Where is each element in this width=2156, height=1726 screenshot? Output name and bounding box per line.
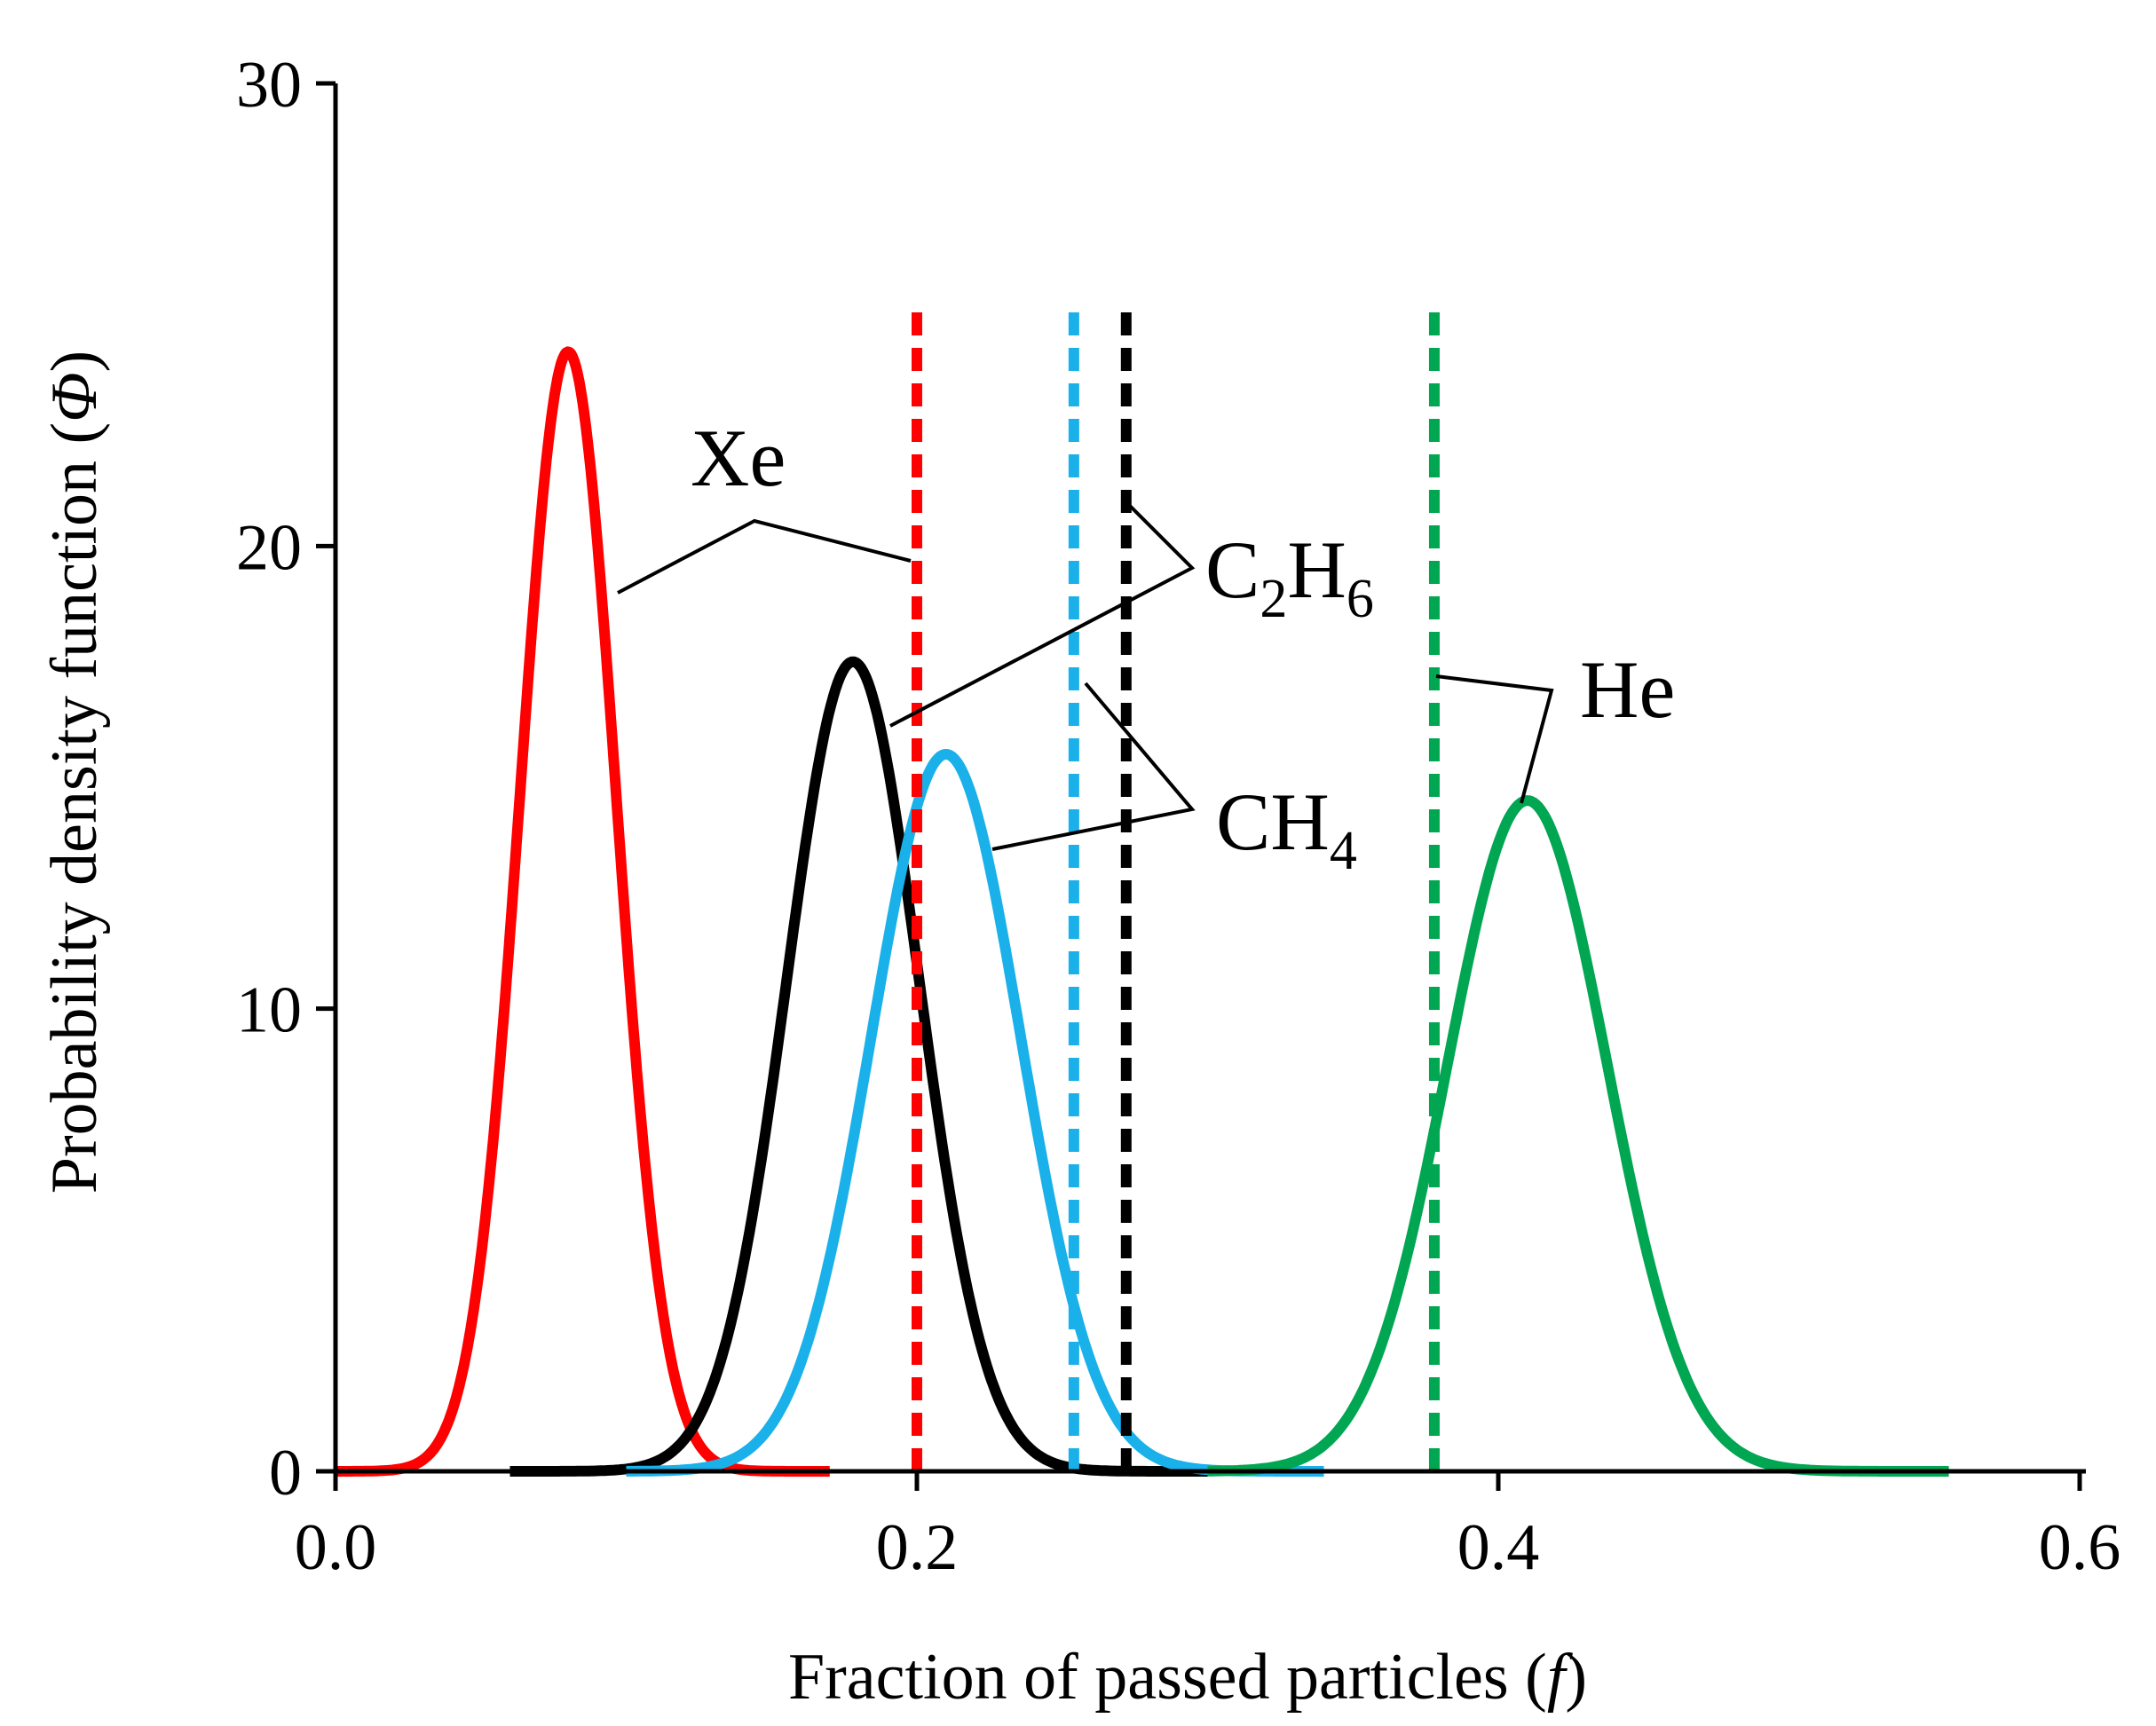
label-xe: Xe — [691, 413, 786, 503]
threshold-lines-layer — [912, 312, 1440, 1471]
c2h6-leader-line — [889, 502, 1196, 728]
he-leader-line — [1435, 674, 1554, 804]
x-tick-label: 0.2 — [876, 1511, 959, 1584]
y-tick-label: 0 — [269, 1437, 302, 1509]
axes-layer — [333, 83, 2086, 1474]
y-axis-title: Probability density function (Φ) — [38, 351, 111, 1194]
leader-lines-layer — [617, 502, 1554, 851]
label-ch4: CH4 — [1216, 776, 1357, 881]
x-tick-label: 0.4 — [1457, 1511, 1540, 1584]
label-he: He — [1580, 644, 1675, 735]
y-tick-label: 20 — [236, 511, 302, 584]
ticks-layer: 0 10 20 30 0.0 0.2 0.4 0.6 — [236, 49, 2120, 1584]
xe-leader-line — [617, 518, 912, 595]
curve-he — [1204, 795, 1952, 1477]
y-tick-label: 10 — [236, 974, 302, 1047]
x-axis-title: Fraction of passed particles (f) — [788, 1641, 1587, 1714]
ch4-leader-line — [991, 682, 1196, 851]
y-tick-label: 30 — [236, 49, 302, 122]
label-c2h6: C2H6 — [1205, 524, 1374, 629]
x-tick-label: 0.6 — [2039, 1511, 2121, 1584]
x-tick-label: 0.0 — [295, 1511, 377, 1584]
